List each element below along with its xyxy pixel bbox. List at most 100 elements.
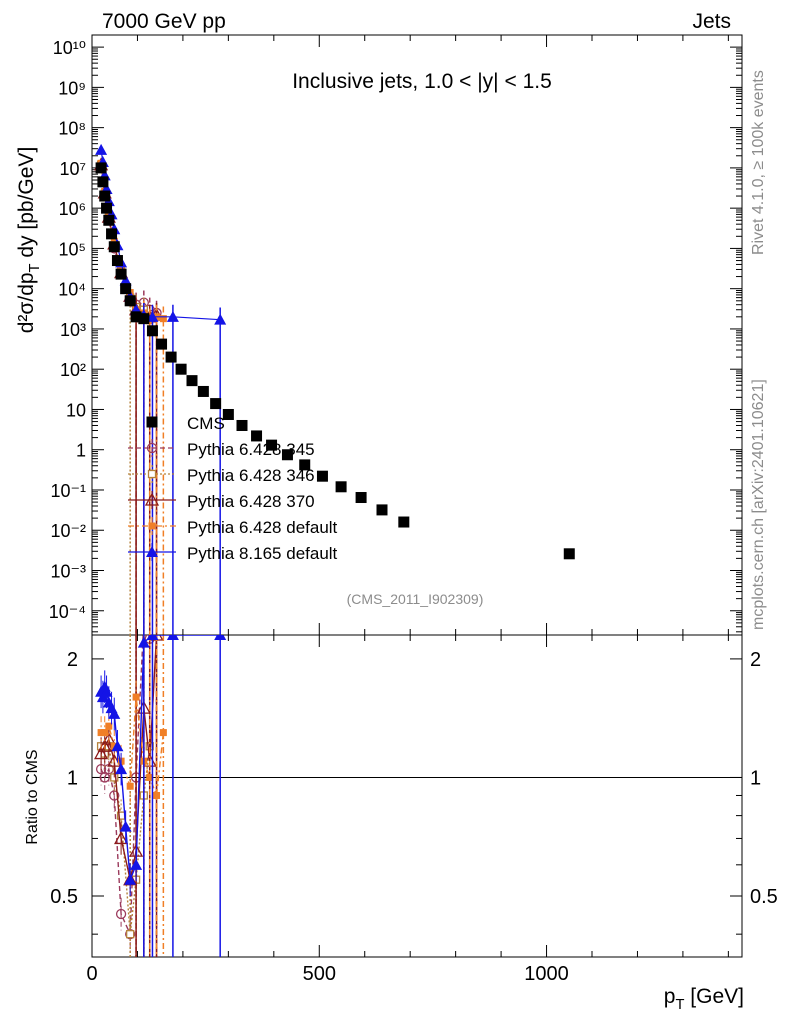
- data-point: [99, 190, 111, 202]
- data-point: [281, 449, 293, 461]
- legend-entry-pythia-6-428-default: Pythia 6.428 default: [128, 517, 338, 537]
- ratio-frame: [91, 634, 743, 958]
- data-point: [166, 310, 179, 322]
- ratio-point: [159, 729, 167, 737]
- mcplots-label: mcplots.cern.ch [arXiv:2401.10621]: [750, 379, 767, 630]
- data-point: [103, 214, 115, 226]
- legend-marker: [147, 469, 157, 479]
- ratio-point: [126, 930, 135, 939]
- ratio-series-pythia-8-165-default: [95, 635, 227, 957]
- ratio-plot-series: [93, 635, 227, 957]
- data-point: [130, 311, 142, 323]
- data-point: [197, 385, 209, 397]
- data-point: [159, 315, 167, 323]
- ratio-point: [137, 636, 150, 648]
- ratio-point: [119, 820, 132, 832]
- legend-label: Pythia 6.428 345: [187, 440, 315, 459]
- ratio-point: [105, 722, 113, 730]
- data-point: [95, 143, 108, 155]
- data-point: [251, 430, 263, 442]
- data-point: [266, 439, 278, 451]
- ratio-tick-label: 2: [67, 649, 78, 671]
- ratio-point: [132, 693, 140, 701]
- data-point: [101, 202, 113, 214]
- y-tick-label: 10⁹: [58, 78, 86, 98]
- data-point: [119, 274, 132, 286]
- ratio-tick-label-right: 1: [750, 767, 761, 789]
- rivet-label: Rivet 4.1.0, ≥ 100k events: [750, 70, 767, 255]
- legend-label: Pythia 6.428 346: [187, 466, 315, 485]
- legend-label: Pythia 8.165 default: [187, 544, 338, 563]
- ratio-point: [115, 908, 127, 920]
- legend-entry-pythia-6-428-345: Pythia 6.428 345: [128, 439, 315, 459]
- axes: 0 500 1000 10⁻⁴ 10⁻³ 10⁻² 10⁻¹ 1 10 10² 10³ 10⁴ 10⁵ 1…: [49, 34, 778, 985]
- y-tick-label: 10⁵: [59, 239, 86, 259]
- x-tick-label: 1000: [524, 963, 569, 985]
- y-tick-label: 10⁷: [59, 159, 86, 179]
- data-point: [335, 481, 347, 493]
- header-left-label: 7000 GeV pp: [102, 10, 226, 33]
- y-tick-label: 1: [76, 441, 86, 461]
- data-point: [146, 325, 158, 337]
- x-tick-label: 500: [303, 963, 336, 985]
- ratio-line: [100, 744, 151, 935]
- legend-entry-pythia-6-428-346: Pythia 6.428 346: [128, 465, 315, 485]
- legend-label: Pythia 6.428 370: [187, 492, 315, 511]
- ratio-point: [124, 873, 137, 885]
- legend-marker: [146, 442, 158, 454]
- y-tick-label: 10⁴: [58, 280, 86, 300]
- ratio-tick-label: 0.5: [50, 886, 78, 908]
- data-point: [124, 295, 136, 307]
- legend-entry-pythia-6-428-370: Pythia 6.428 370: [128, 491, 315, 511]
- legend-marker: [146, 546, 158, 557]
- y-axis-label: d²σ/dpT dy [pb/GeV]: [15, 147, 43, 334]
- legend-entry-cms: CMS: [146, 414, 225, 433]
- data-point: [398, 516, 410, 528]
- data-point: [210, 398, 222, 410]
- y-tick-label: 10³: [60, 320, 86, 340]
- y-tick-label: 10⁻¹: [50, 481, 86, 501]
- ratio-point: [93, 746, 109, 760]
- ratio-point: [108, 707, 121, 719]
- y-tick-label: 10⁻⁴: [49, 602, 86, 622]
- ratio-point: [166, 635, 179, 640]
- x-tick-label: 0: [86, 963, 97, 985]
- header-right-label: Jets: [692, 10, 731, 33]
- data-point: [236, 419, 248, 431]
- ratio-point: [100, 685, 113, 697]
- y-tick-label: 10²: [60, 360, 86, 380]
- y-tick-label: 10⁻³: [50, 562, 86, 582]
- ratio-tick-label: 1: [67, 767, 78, 789]
- legend-marker: [146, 416, 158, 428]
- data-point: [299, 459, 311, 471]
- legend: CMS Pythia 6.428 345 Pythia 6.428 346 Pythi…: [128, 414, 338, 563]
- legend-label: Pythia 6.428 default: [187, 518, 338, 537]
- data-point: [186, 375, 198, 387]
- ratio-point: [126, 782, 134, 790]
- ratio-point: [115, 763, 128, 775]
- legend-marker: [148, 522, 156, 530]
- ratio-point: [113, 831, 129, 845]
- data-point: [111, 255, 123, 267]
- analysis-tag: (CMS_2011_I902309): [347, 591, 484, 607]
- data-point: [175, 363, 187, 375]
- ratio-point: [146, 773, 154, 781]
- legend-entry-pythia-8-165-default: Pythia 8.165 default: [128, 543, 338, 563]
- y-tick-label: 10⁻²: [50, 521, 86, 541]
- ratio-point: [130, 858, 143, 870]
- ratio-axis-label: Ratio to CMS: [24, 749, 41, 844]
- ratio-point: [97, 729, 105, 737]
- series-cms: [95, 162, 575, 560]
- data-point: [97, 176, 109, 188]
- data-point: [165, 351, 177, 363]
- data-point: [222, 408, 234, 420]
- data-point: [146, 310, 159, 322]
- ratio-tick-label-right: 0.5: [750, 886, 778, 908]
- data-point: [316, 470, 328, 482]
- ratio-point: [97, 738, 112, 752]
- data-point: [115, 268, 127, 280]
- y-axis-label-text: d²σ/dpT dy [pb/GeV]: [15, 147, 43, 334]
- y-tick-label: 10⁸: [58, 119, 86, 139]
- ratio-point: [101, 729, 109, 737]
